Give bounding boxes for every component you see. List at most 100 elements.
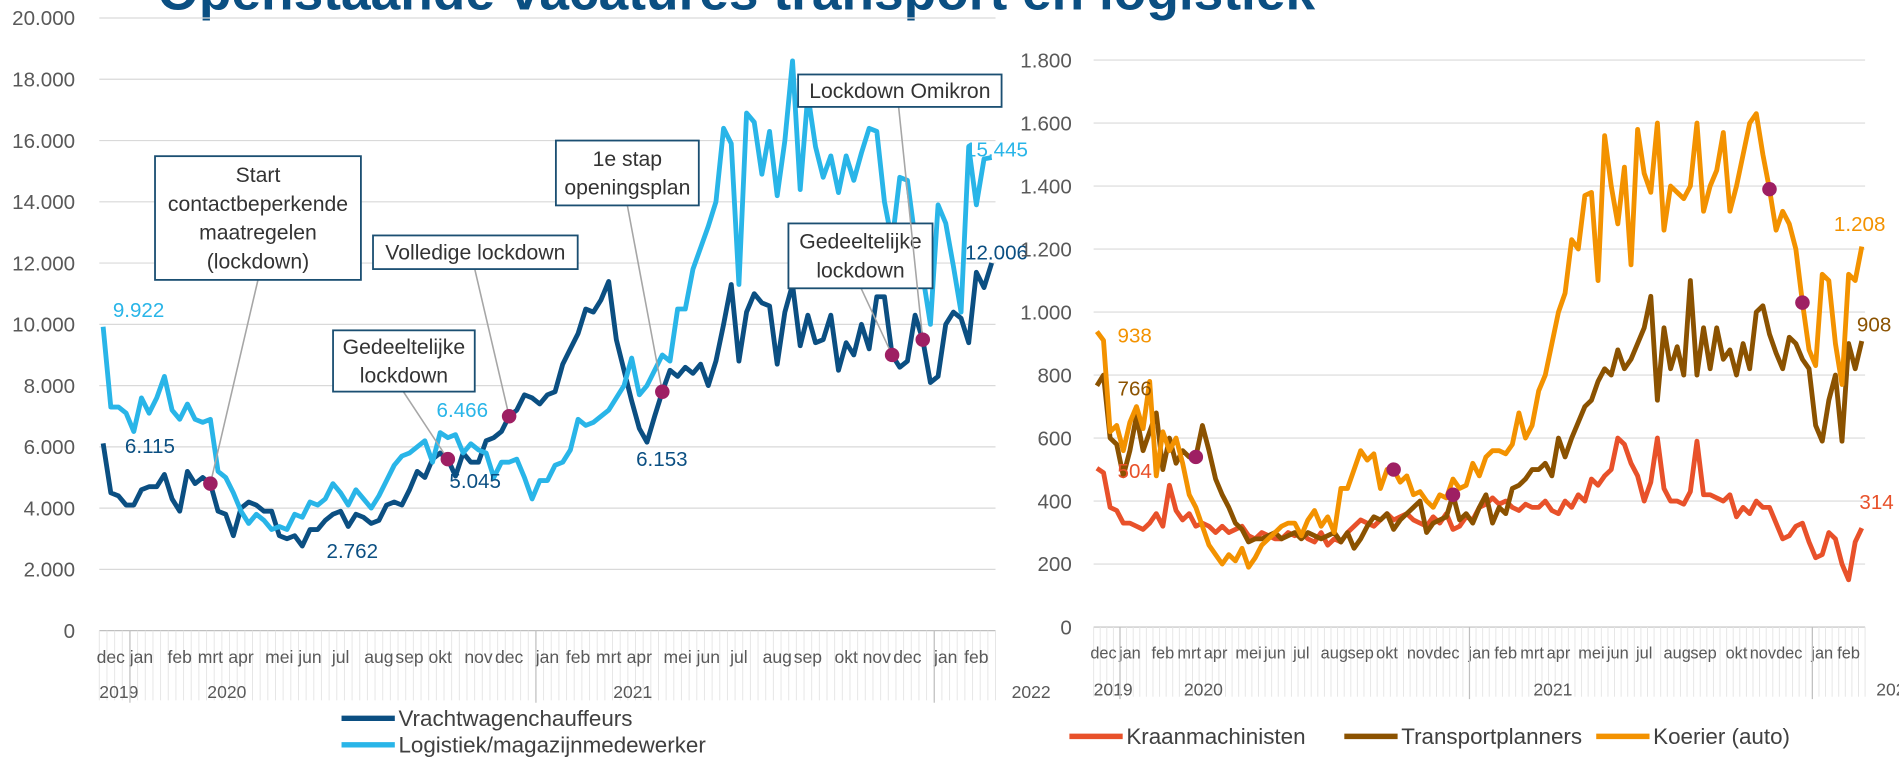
legend-label: Logistiek/magazijnmedewerker — [398, 733, 706, 758]
x-tick-label: apr — [228, 647, 254, 667]
annotation-text: 1e stap — [593, 148, 662, 171]
plot-area: 0 2.000 4.000 6.000 8.000 10.000 12.000 14.000 1… — [12, 7, 1051, 757]
x-tick-label: mrt — [1520, 644, 1544, 662]
x-tick-label: nov — [1407, 644, 1434, 662]
y-tick-label: 0 — [1060, 616, 1071, 639]
y-tick-label: 10.000 — [12, 314, 75, 337]
data-label: 9.922 — [113, 299, 165, 322]
annotation-connector — [897, 106, 924, 340]
event-marker — [1762, 182, 1777, 197]
x-tick-label: mrt — [198, 647, 223, 667]
annotation-box — [797, 73, 1003, 108]
year-label: 2021 — [613, 682, 652, 702]
annotation-connector — [402, 391, 449, 460]
plot-area: 0 200 400 600 800 1.000 1.200 1.400 1.600 1.800 de… — [1020, 49, 1899, 749]
x-tick-label: jul — [729, 647, 748, 667]
page-title: Openstaande vacatures transport en logis… — [157, 0, 1315, 22]
data-label: 15.445 — [965, 138, 1028, 161]
y-tick-label: 12.000 — [12, 252, 75, 275]
x-tick-label: mrt — [1177, 644, 1201, 662]
x-tick-label: mei — [265, 647, 293, 667]
annotation-text: Volledige lockdown — [385, 242, 565, 265]
x-tick-label: jan — [535, 647, 559, 667]
x-tick-label: apr — [627, 647, 653, 667]
year-label: 2021 — [1533, 680, 1572, 700]
data-label: 5.045 — [449, 470, 501, 493]
data-label: 6.466 — [437, 399, 489, 422]
y-tick-label: 600 — [1037, 427, 1071, 450]
x-tick-label: aug — [763, 647, 792, 667]
event-marker — [1445, 487, 1461, 502]
annotation-connector — [860, 287, 893, 356]
x-tick-label: feb — [566, 647, 590, 667]
y-tick-label: 2.000 — [24, 559, 76, 582]
y-tick-label: 18.000 — [12, 69, 75, 92]
annotation-box — [154, 155, 362, 281]
y-tick-label: 20.000 — [12, 7, 75, 30]
x-tick-label: jan — [933, 647, 957, 667]
x-tick-label: jul — [1292, 644, 1309, 662]
x-tick-label: jan — [1118, 644, 1141, 662]
legend-label: Kraanmachinisten — [1126, 724, 1305, 749]
x-tick-label: aug — [1664, 644, 1691, 662]
y-tick-label: 8.000 — [24, 375, 76, 398]
x-tick-label: jan — [129, 647, 153, 667]
year-label: 2020 — [207, 682, 246, 702]
event-marker — [655, 384, 670, 399]
x-tick-label: feb — [964, 647, 988, 667]
x-tick-label: sep — [794, 647, 822, 667]
y-tick-label: 1.000 — [1020, 301, 1072, 324]
data-label: 908 — [1857, 314, 1891, 337]
annotation-text: Gedeeltelijke — [799, 231, 921, 254]
annotation-text: lockdown — [360, 365, 448, 388]
x-tick-label: jul — [1635, 644, 1652, 662]
data-label: 1.208 — [1834, 213, 1886, 236]
x-tick-label: dec — [893, 647, 922, 667]
x-tick-label: jun — [297, 647, 321, 667]
x-tick-label: feb — [1494, 644, 1517, 662]
x-tick-label: dec — [495, 647, 524, 667]
event-marker — [1188, 449, 1204, 465]
annotation-text: Lockdown Omikron — [809, 80, 990, 103]
year-label: 2022 — [1876, 680, 1899, 700]
x-tick-label: okt — [1376, 644, 1398, 662]
annotation-text: openingsplan — [564, 177, 690, 200]
data-label: 938 — [1118, 324, 1152, 347]
x-tick-label: mrt — [596, 647, 621, 667]
event-marker — [203, 476, 218, 491]
x-tick-label: jun — [1606, 644, 1629, 662]
x-tick-label: apr — [1204, 644, 1228, 662]
y-tick-label: 1.800 — [1020, 49, 1072, 72]
y-tick-label: 1.600 — [1020, 112, 1072, 135]
event-marker — [1386, 462, 1401, 477]
y-tick-label: 14.000 — [12, 191, 75, 214]
y-tick-label: 400 — [1037, 490, 1071, 513]
x-tick-label: mei — [663, 647, 691, 667]
year-label: 2022 — [1012, 682, 1051, 702]
x-tick-label: dec — [97, 647, 126, 667]
annotation-text: maatregelen — [199, 222, 317, 245]
annotation-text: contactbeperkende — [168, 193, 348, 216]
series-line — [1094, 278, 1865, 551]
legend-label: Koerier (auto) — [1653, 724, 1790, 749]
x-tick-label: sep — [395, 647, 423, 667]
data-label: 2.762 — [327, 540, 379, 563]
y-tick-label: 1.200 — [1020, 238, 1072, 261]
x-tick-label: aug — [364, 647, 393, 667]
x-tick-label: jun — [696, 647, 720, 667]
x-tick-label: sep — [1347, 644, 1373, 662]
annotation-connector — [209, 279, 259, 484]
x-tick-label: jul — [331, 647, 350, 667]
y-tick-label: 6.000 — [24, 436, 76, 459]
x-tick-label: aug — [1321, 644, 1348, 662]
y-tick-label: 0 — [64, 620, 75, 643]
y-tick-label: 800 — [1037, 364, 1071, 387]
annotation-text: Gedeeltelijke — [343, 336, 465, 359]
x-tick-label: nov — [863, 647, 892, 667]
series-line — [100, 58, 993, 532]
data-label: 504 — [1118, 460, 1152, 483]
x-tick-label: okt — [834, 647, 858, 667]
x-tick-label: okt — [428, 647, 452, 667]
x-tick-label: apr — [1547, 644, 1571, 662]
